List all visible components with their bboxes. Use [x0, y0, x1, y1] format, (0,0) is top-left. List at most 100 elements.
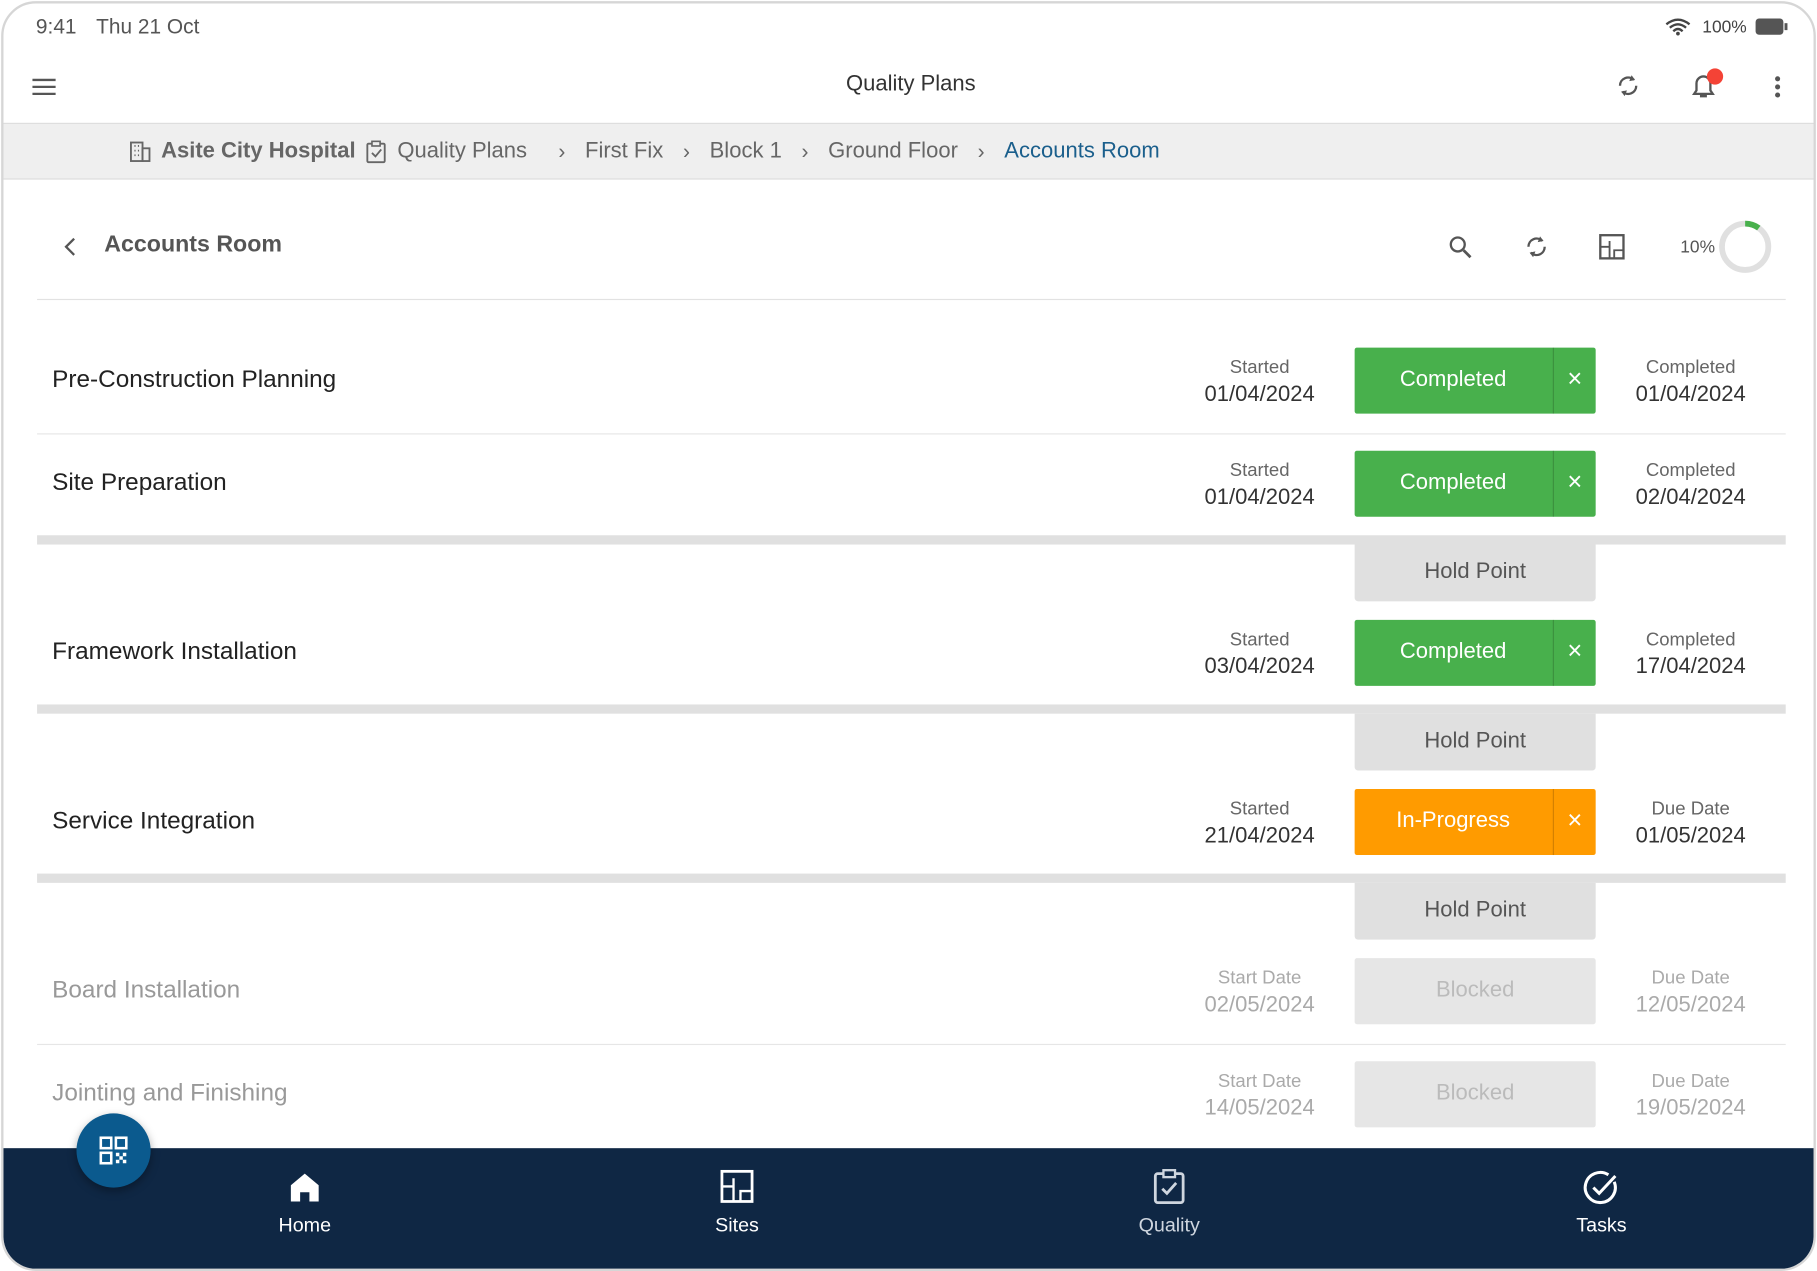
status-divider [1552, 789, 1554, 856]
hold-bar [37, 704, 1786, 714]
end-label: Completed [1645, 358, 1736, 378]
qr-icon [99, 1136, 128, 1165]
status-button[interactable]: Completed × [1354, 347, 1596, 414]
start-label: Started [1229, 799, 1290, 820]
building-icon [130, 141, 151, 162]
status-button[interactable]: Blocked [1354, 958, 1596, 1025]
home-icon[interactable] [290, 1173, 320, 1203]
progress-donut [1719, 220, 1772, 273]
status-label: Blocked [1435, 1080, 1515, 1106]
breadcrumb-item[interactable]: Quality Plans [397, 139, 528, 164]
subheader-title: Accounts Room [104, 231, 282, 258]
end-label: Completed [1645, 461, 1736, 481]
start-date: 01/04/2024 [1204, 382, 1315, 407]
start-date: 14/05/2024 [1204, 1096, 1315, 1121]
sync-button[interactable] [1615, 73, 1640, 98]
row-divider [37, 1043, 1786, 1046]
list-divider [37, 298, 1786, 301]
hold-point-box[interactable]: Hold Point [1354, 713, 1596, 771]
menu-button[interactable] [32, 78, 57, 97]
status-button[interactable]: Completed × [1354, 450, 1596, 517]
status-button[interactable]: In-Progress × [1354, 789, 1596, 856]
start-label: Start Date [1217, 1071, 1302, 1092]
breadcrumb-item[interactable]: Ground Floor [828, 139, 958, 164]
bottom-nav [3, 1148, 1814, 1269]
breadcrumb-item[interactable]: Block 1 [709, 139, 782, 164]
start-label: Start Date [1217, 968, 1302, 989]
start-date: 03/04/2024 [1204, 654, 1315, 679]
refresh-button[interactable] [1524, 234, 1549, 259]
hold-point-box[interactable]: Hold Point [1354, 882, 1596, 940]
end-date: 12/05/2024 [1635, 992, 1746, 1018]
end-label: Due Date [1651, 1071, 1730, 1092]
nav-label[interactable]: Tasks [1576, 1214, 1627, 1237]
progress-label: 10% [1680, 237, 1716, 258]
status-divider [1552, 347, 1554, 414]
status-time: 9:41 [35, 15, 77, 39]
end-date: 17/04/2024 [1635, 654, 1746, 679]
nav-label[interactable]: Quality [1138, 1214, 1200, 1237]
status-label: In-Progress [1396, 808, 1511, 834]
clipboard-icon [366, 140, 386, 164]
battery-percent: 100% [1702, 17, 1747, 38]
back-button[interactable] [64, 237, 78, 257]
start-date: 02/05/2024 [1204, 992, 1315, 1018]
row-name: Jointing and Finishing [52, 1079, 288, 1107]
progress-arc [1719, 220, 1772, 273]
status-button[interactable]: Blocked [1354, 1061, 1596, 1128]
search-button[interactable] [1449, 235, 1474, 260]
breadcrumb-separator: › [977, 139, 985, 163]
start-label: Started [1229, 461, 1290, 481]
nav-label[interactable]: Home [278, 1214, 332, 1237]
end-label: Completed [1645, 630, 1736, 650]
end-date: 19/05/2024 [1635, 1096, 1746, 1121]
quality-icon[interactable] [1153, 1169, 1185, 1205]
clear-status-button[interactable]: × [1567, 805, 1583, 835]
hold-point-label: Hold Point [1424, 728, 1526, 754]
status-divider [1552, 619, 1554, 686]
clear-status-button[interactable]: × [1567, 636, 1583, 666]
status-button[interactable]: Completed × [1354, 619, 1596, 686]
status-divider [1552, 450, 1554, 517]
end-date: 01/05/2024 [1635, 823, 1746, 849]
breadcrumb-separator: › [558, 139, 566, 163]
start-date: 01/04/2024 [1204, 485, 1315, 510]
start-label: Started [1229, 630, 1290, 650]
hold-point-box[interactable]: Hold Point [1354, 544, 1596, 602]
header-title: Quality Plans [845, 71, 976, 97]
row-name: Site Preparation [52, 469, 227, 496]
more-button[interactable] [1774, 75, 1781, 98]
breadcrumb-item[interactable]: First Fix [584, 139, 664, 164]
breadcrumb-bar [3, 123, 1814, 180]
nav-label[interactable]: Sites [715, 1214, 759, 1237]
qr-scan-button[interactable] [76, 1113, 151, 1188]
progress-track [1719, 220, 1772, 273]
hold-bar [37, 535, 1786, 545]
tasks-icon[interactable] [1583, 1170, 1619, 1205]
row-name: Pre-Construction Planning [52, 366, 337, 393]
notifications-button[interactable] [1691, 68, 1726, 101]
clear-status-button[interactable]: × [1567, 466, 1583, 496]
status-label: Completed [1399, 470, 1507, 495]
status-label: Completed [1399, 367, 1507, 392]
wifi-icon [1665, 18, 1691, 36]
hold-bar [37, 873, 1786, 883]
status-date: Thu 21 Oct [96, 15, 200, 39]
breadcrumb-item[interactable]: Asite City Hospital [161, 139, 356, 164]
battery-icon [1755, 18, 1788, 35]
end-date: 02/04/2024 [1635, 485, 1746, 510]
clear-status-button[interactable]: × [1567, 363, 1583, 393]
status-label: Completed [1399, 639, 1507, 664]
sites-icon[interactable] [720, 1169, 754, 1203]
end-label: Due Date [1651, 968, 1730, 989]
hold-point-label: Hold Point [1424, 897, 1526, 923]
breadcrumb: Asite City Hospital Quality Plans › First F… [129, 125, 1160, 178]
status-label: Blocked [1435, 977, 1515, 1003]
row-name: Framework Installation [52, 638, 297, 666]
breadcrumb-item[interactable]: Accounts Room [1004, 139, 1160, 164]
plan-button[interactable] [1599, 234, 1625, 260]
hold-point-label: Hold Point [1424, 559, 1526, 584]
